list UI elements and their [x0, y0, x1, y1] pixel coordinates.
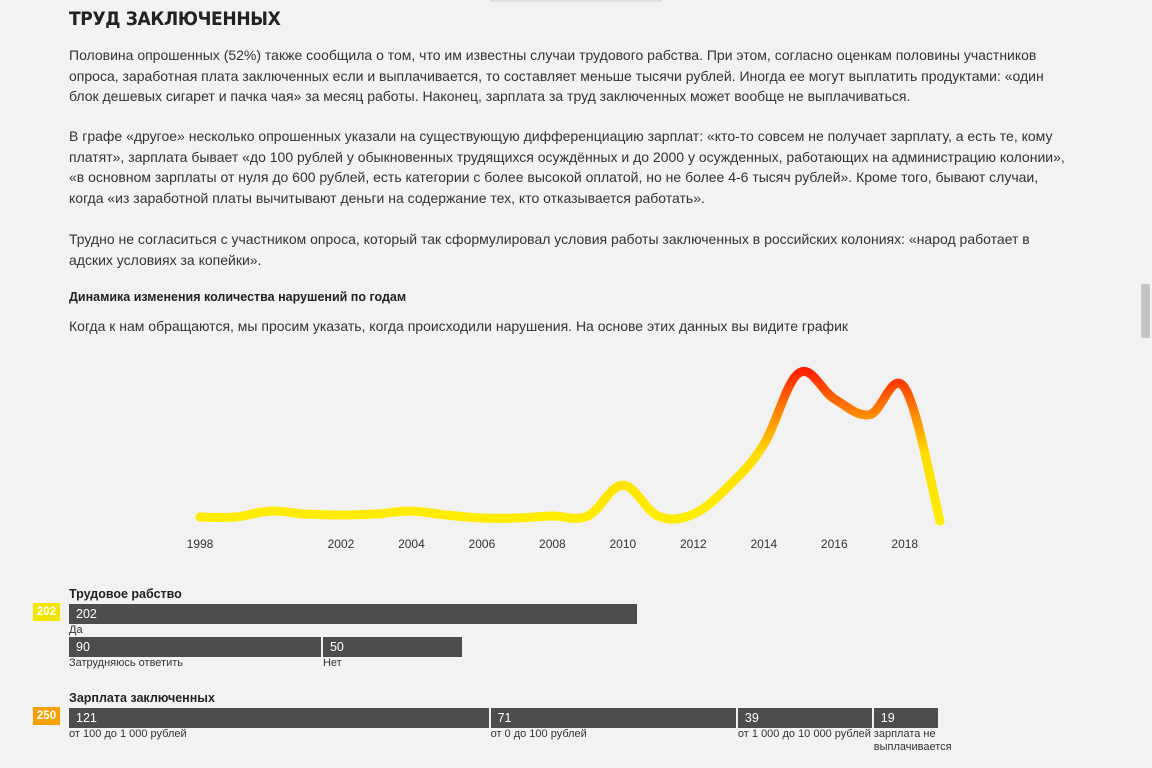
data-point-2007 — [513, 514, 521, 522]
x-tick-label-2002: 2002 — [328, 537, 355, 551]
paragraph-conclusion: Трудно не согласиться с участником опрос… — [69, 231, 1030, 268]
x-tick-label-2010: 2010 — [610, 537, 637, 551]
data-point-2002 — [337, 511, 345, 519]
x-tick-label-2008: 2008 — [539, 537, 566, 551]
x-tick-label-2016: 2016 — [821, 537, 848, 551]
prisoner-wages-bar-0-0: 121 — [69, 708, 489, 728]
x-tick-label-2018: 2018 — [891, 537, 918, 551]
labor-slavery-total-badge: 202 — [33, 603, 60, 621]
x-tick-label-2014: 2014 — [750, 537, 777, 551]
data-point-2008 — [548, 512, 556, 520]
x-tick-label-2004: 2004 — [398, 537, 425, 551]
prisoner-wages-bar-label-0-1: от 0 до 100 рублей — [490, 728, 587, 740]
prisoner-wages-bar-0-1: 71 — [490, 708, 736, 728]
data-point-2000 — [266, 507, 274, 515]
labor-slavery-title: Трудовое рабство — [69, 587, 182, 601]
data-point-2014 — [760, 441, 768, 449]
prisoner-wages-total-badge: 250 — [33, 707, 60, 725]
data-point-2016 — [830, 395, 838, 403]
labor-slavery-bar-0-0: 202 — [69, 604, 637, 624]
prisoner-wages-bar-label-0-0: от 100 до 1 000 рублей — [69, 728, 187, 740]
data-point-1998 — [196, 513, 204, 521]
data-point-2009 — [584, 512, 592, 520]
labor-slavery-bar-label-0-0: Да — [69, 624, 83, 636]
violations-series-line — [195, 367, 945, 526]
prisoner-wages-title: Зарплата заключенных — [69, 691, 215, 705]
data-point-2015 — [795, 369, 803, 377]
section-title: ТРУД ЗАКЛЮЧЕННЫХ — [69, 8, 281, 30]
paragraph-wage-differentiation: В графе «другое» несколько опрошенных ук… — [69, 128, 1065, 206]
prisoner-wages-bar-label-0-3: зарплата не выплачивается — [873, 728, 952, 753]
data-point-2019 — [936, 517, 944, 525]
paragraph-labor-slavery: Половина опрошенных (52%) также сообщила… — [69, 47, 1044, 104]
labor-slavery-bar-1-1: 50 — [322, 637, 463, 657]
data-point-2004 — [407, 507, 415, 515]
top-tab-indicator — [490, 0, 662, 2]
data-point-2006 — [478, 514, 486, 522]
data-point-2003 — [372, 510, 380, 518]
data-point-2017 — [866, 411, 874, 419]
data-point-2010 — [619, 481, 627, 489]
labor-slavery-bar-label-1-0: Затрудняюсь ответить — [69, 657, 184, 669]
data-point-2011 — [654, 512, 662, 520]
data-point-2005 — [443, 511, 451, 519]
data-point-2018 — [901, 384, 909, 392]
data-point-2012 — [689, 510, 697, 518]
data-point-2001 — [302, 510, 310, 518]
x-tick-label-1998: 1998 — [187, 537, 214, 551]
x-tick-label-2006: 2006 — [469, 537, 496, 551]
x-tick-label-2012: 2012 — [680, 537, 707, 551]
labor-slavery-bar-1-0: 90 — [69, 637, 321, 657]
scrollbar-thumb[interactable] — [1141, 284, 1150, 338]
prisoner-wages-bar-0-3: 19 — [873, 708, 938, 728]
labor-slavery-bar-label-1-1: Нет — [322, 657, 342, 669]
data-point-2013 — [725, 482, 733, 490]
prisoner-wages-bar-0-2: 39 — [737, 708, 872, 728]
data-point-1999 — [231, 513, 239, 521]
chart-intro: Когда к нам обращаются, мы просим указат… — [69, 318, 849, 334]
prisoner-wages-bar-label-0-2: от 1 000 до 10 000 рублей — [737, 728, 871, 740]
violations-line-chart: 1998 2002 2004 2006 2008 2010 2012 2014 2016 2018 — [187, 367, 945, 551]
chart-heading: Динамика изменения количества нарушений … — [69, 290, 407, 304]
scrollbar[interactable] — [1139, 0, 1152, 768]
